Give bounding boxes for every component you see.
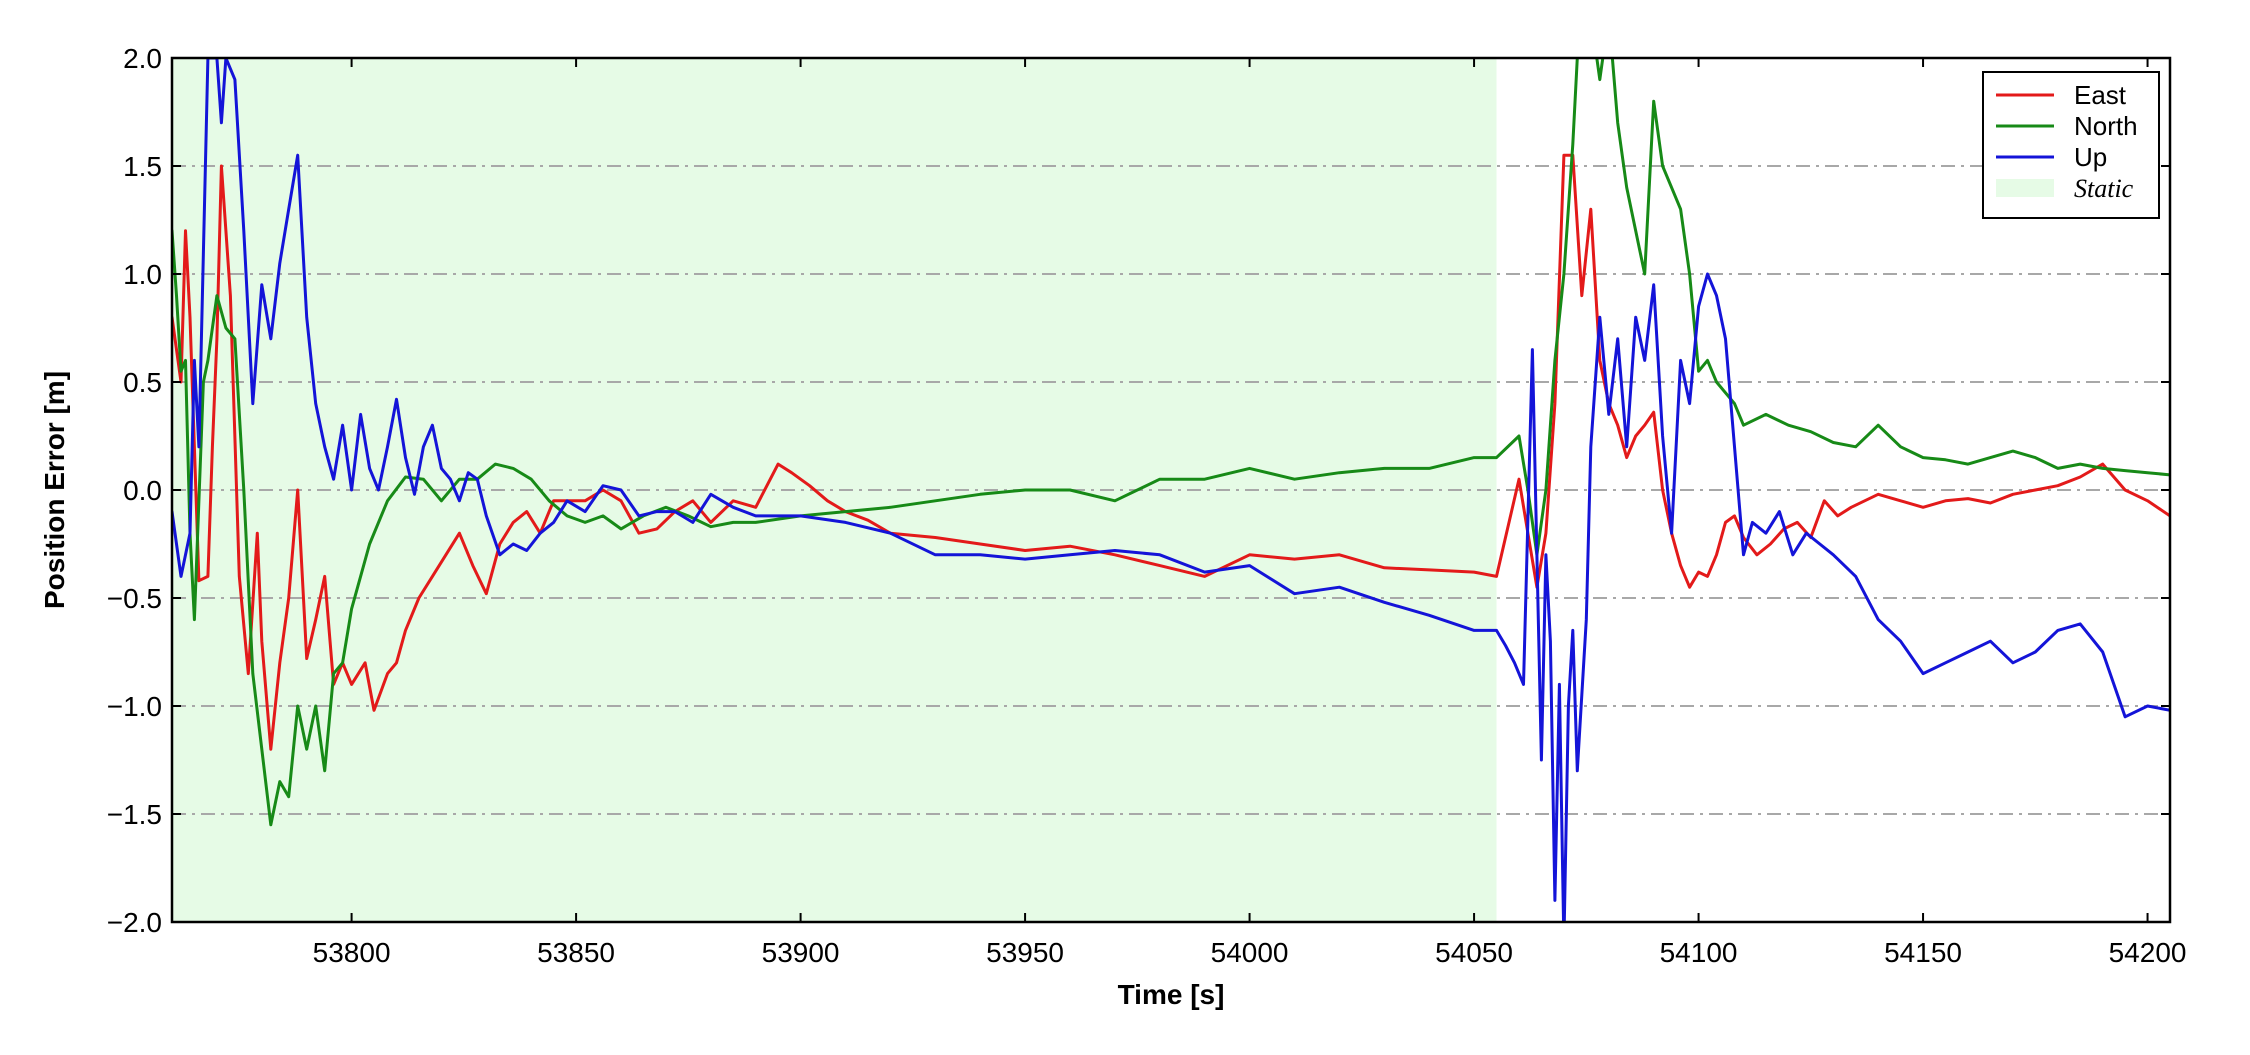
series-line-up bbox=[172, 58, 2170, 922]
y-tick-label: 1.0 bbox=[123, 259, 162, 290]
series-line-north bbox=[172, 58, 2170, 827]
x-tick-label: 54000 bbox=[1211, 937, 1289, 968]
static-region-layer bbox=[172, 58, 1497, 922]
legend-label-east: East bbox=[2074, 80, 2127, 110]
x-tick-label: 54200 bbox=[2109, 937, 2187, 968]
x-tick-label: 53850 bbox=[537, 937, 615, 968]
y-tick-label: −0.5 bbox=[107, 583, 162, 614]
x-tick-label: 54150 bbox=[1884, 937, 1962, 968]
x-tick-label: 53950 bbox=[986, 937, 1064, 968]
series-layer bbox=[172, 58, 2170, 922]
legend-label-static: Static bbox=[2074, 174, 2134, 203]
y-tick-label: −1.0 bbox=[107, 691, 162, 722]
y-axis-title: Position Error [m] bbox=[39, 371, 70, 609]
legend-label-north: North bbox=[2074, 111, 2138, 141]
y-tick-label: 2.0 bbox=[123, 43, 162, 74]
legend-label-up: Up bbox=[2074, 142, 2107, 172]
x-tick-label: 54100 bbox=[1660, 937, 1738, 968]
y-tick-label: −2.0 bbox=[107, 907, 162, 938]
y-tick-label: 0.0 bbox=[123, 475, 162, 506]
static-region bbox=[172, 58, 1497, 922]
x-tick-label: 53800 bbox=[313, 937, 391, 968]
y-tick-label: −1.5 bbox=[107, 799, 162, 830]
legend-swatch-static bbox=[1996, 179, 2054, 197]
ticks-layer: 2.0 1.5 1.0 0.5 0.0 −0.5 −1.0 −1.5 −2.0 53800 5385… bbox=[107, 43, 2187, 968]
y-tick-label: 0.5 bbox=[123, 367, 162, 398]
x-tick-label: 54050 bbox=[1435, 937, 1513, 968]
x-axis-title: Time [s] bbox=[1118, 979, 1225, 1010]
y-tick-label: 1.5 bbox=[123, 151, 162, 182]
x-tick-label: 53900 bbox=[762, 937, 840, 968]
